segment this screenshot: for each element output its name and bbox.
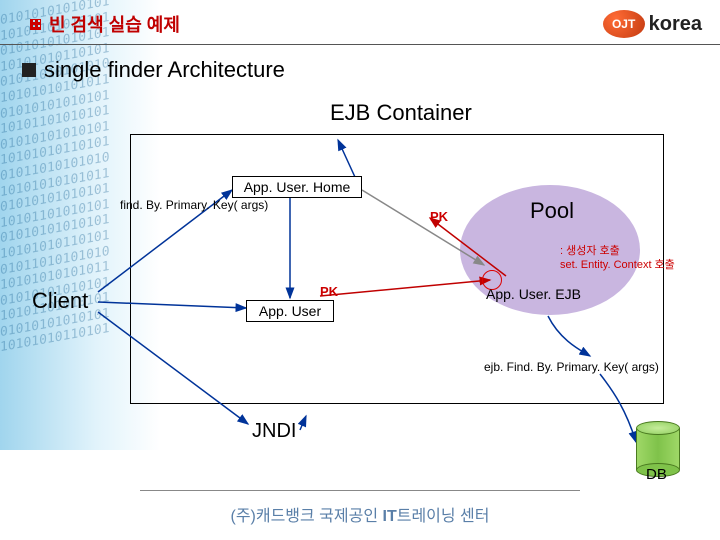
logo-oval: OJT bbox=[603, 10, 645, 38]
footer: (주)캐드뱅크 국제공인 IT트레이닝 센터 bbox=[0, 502, 720, 526]
db-cylinder bbox=[636, 428, 680, 470]
pk-label-1: PK bbox=[320, 284, 338, 299]
legend-line2: set. Entity. Context 호출 bbox=[560, 256, 675, 272]
logo: OJT korea bbox=[603, 10, 702, 38]
ejb-container-label: EJB Container bbox=[330, 100, 472, 126]
title-row: 빈 검색 실습 예제 bbox=[30, 11, 180, 37]
jndi-label: JNDI bbox=[252, 420, 296, 443]
appuser-label: App. User bbox=[259, 303, 321, 319]
appuser-home-label: App. User. Home bbox=[244, 179, 351, 195]
footer-prefix: (주)캐드뱅크 국제공인 bbox=[230, 508, 382, 525]
square-bullet-icon bbox=[22, 63, 36, 77]
footer-divider bbox=[140, 490, 580, 491]
client-label: Client bbox=[32, 288, 88, 314]
appuser-ejb-text: App. User. EJB bbox=[486, 286, 581, 302]
appuser-home-box: App. User. Home bbox=[232, 176, 362, 198]
pk-label-2: PK bbox=[430, 209, 448, 224]
pool-label: Pool bbox=[530, 198, 574, 224]
bullet-icon bbox=[30, 19, 41, 30]
subhead: single finder Architecture bbox=[0, 45, 720, 87]
appuser-box: App. User bbox=[246, 300, 334, 322]
footer-suffix: 트레이닝 센터 bbox=[397, 508, 490, 525]
footer-it: IT bbox=[383, 508, 397, 525]
page-title: 빈 검색 실습 예제 bbox=[49, 11, 180, 37]
find-call-text: find. By. Primary. Key( args) bbox=[120, 198, 268, 212]
logo-text: korea bbox=[649, 13, 702, 36]
header: 빈 검색 실습 예제 OJT korea bbox=[0, 0, 720, 45]
subhead-text: single finder Architecture bbox=[44, 57, 285, 83]
db-label: DB bbox=[646, 466, 667, 483]
ejb-find-text: ejb. Find. By. Primary. Key( args) bbox=[484, 360, 659, 374]
